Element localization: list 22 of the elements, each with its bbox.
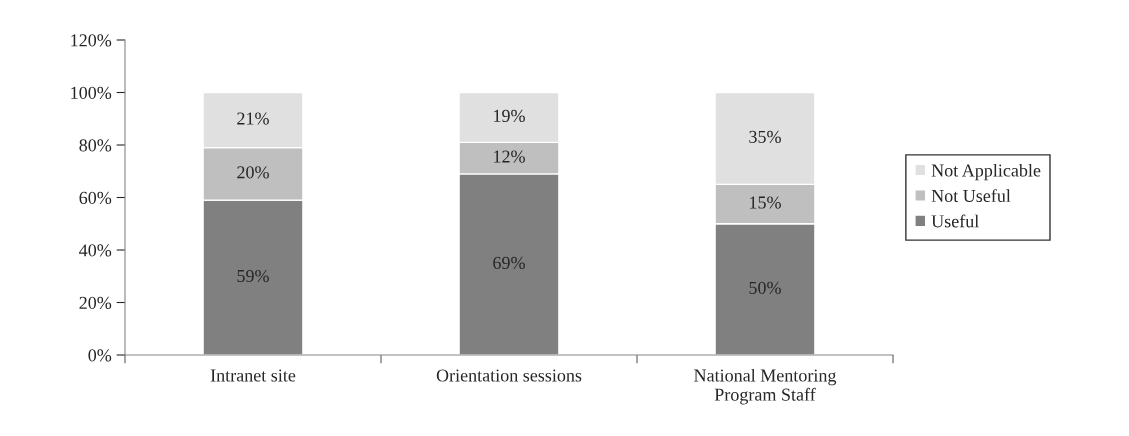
legend-label: Not Useful (931, 189, 1011, 203)
y-tick-label: 20% (79, 296, 112, 309)
y-tick-label: 80% (79, 139, 112, 152)
y-tick-label: 100% (71, 86, 112, 99)
data-label: 19% (494, 109, 525, 123)
y-tick-label: 0% (88, 349, 112, 362)
data-label: 20% (237, 166, 269, 179)
y-tick-label: 120% (71, 34, 112, 47)
x-tick-label: National Mentoring Program Staff (694, 368, 837, 405)
y-tick-label: 60% (79, 191, 112, 204)
data-label: 15% (750, 196, 781, 209)
data-label: 69% (493, 256, 525, 270)
legend-label: Useful (931, 214, 979, 228)
y-tick-label: 40% (79, 244, 112, 257)
data-label: 59% (237, 269, 269, 283)
data-label: 12% (494, 150, 525, 163)
data-label: 35% (749, 130, 781, 144)
x-tick-label: Intranet site (210, 369, 296, 382)
data-label: 50% (749, 281, 781, 294)
legend-label: Not Applicable (931, 163, 1041, 181)
x-tick-label: Orientation sessions (436, 369, 582, 382)
data-label: 21% (237, 112, 269, 125)
